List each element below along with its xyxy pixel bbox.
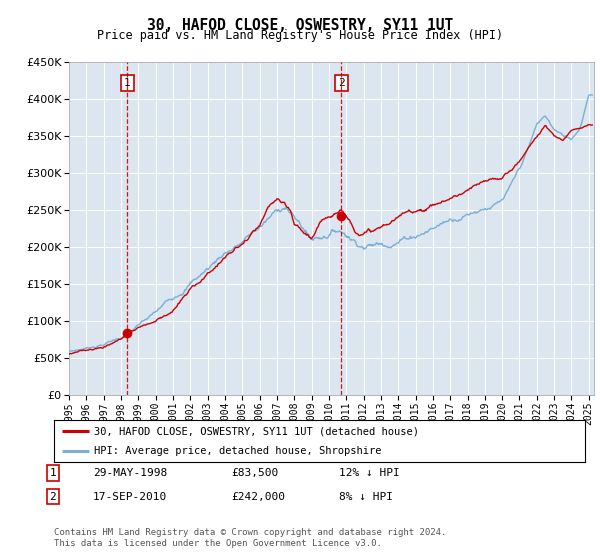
Text: 29-MAY-1998: 29-MAY-1998 <box>93 468 167 478</box>
Text: 1: 1 <box>124 78 131 88</box>
Text: £83,500: £83,500 <box>231 468 278 478</box>
Text: HPI: Average price, detached house, Shropshire: HPI: Average price, detached house, Shro… <box>94 446 382 456</box>
Text: 1: 1 <box>49 468 56 478</box>
Text: 8% ↓ HPI: 8% ↓ HPI <box>339 492 393 502</box>
Text: 17-SEP-2010: 17-SEP-2010 <box>93 492 167 502</box>
Text: Price paid vs. HM Land Registry's House Price Index (HPI): Price paid vs. HM Land Registry's House … <box>97 29 503 42</box>
Text: 12% ↓ HPI: 12% ↓ HPI <box>339 468 400 478</box>
Text: 30, HAFOD CLOSE, OSWESTRY, SY11 1UT: 30, HAFOD CLOSE, OSWESTRY, SY11 1UT <box>147 18 453 33</box>
Text: 2: 2 <box>338 78 344 88</box>
Text: 30, HAFOD CLOSE, OSWESTRY, SY11 1UT (detached house): 30, HAFOD CLOSE, OSWESTRY, SY11 1UT (det… <box>94 426 419 436</box>
Text: 2: 2 <box>49 492 56 502</box>
Text: £242,000: £242,000 <box>231 492 285 502</box>
Text: Contains HM Land Registry data © Crown copyright and database right 2024.
This d: Contains HM Land Registry data © Crown c… <box>54 528 446 548</box>
